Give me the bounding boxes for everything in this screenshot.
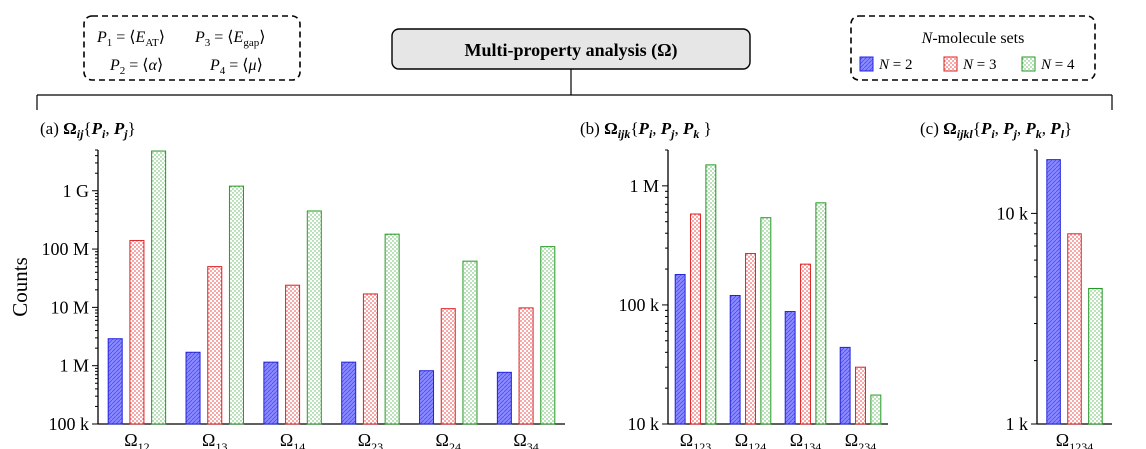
legend-swatch-n4 xyxy=(1021,56,1036,72)
bar-a-n4 xyxy=(306,210,322,425)
panel-a-category-label: Ω14 xyxy=(280,430,305,449)
bar-a-n2 xyxy=(107,338,123,425)
legend-label-n4: N = 4 xyxy=(1040,57,1075,73)
bar-b-n4 xyxy=(760,217,772,425)
panel-b-category-label: Ω234 xyxy=(845,430,876,449)
panel-c-tick-label: 1 k xyxy=(1006,414,1029,434)
bar-b-n4 xyxy=(705,164,717,425)
bar-c-n3 xyxy=(1067,233,1082,425)
panel-b-tick-label: 10 k xyxy=(628,414,660,434)
bar-a-n4 xyxy=(384,233,400,425)
panel-b-plot: 10 k 100 k 1 M Ω123 Ω124 Ω134 Ω234 xyxy=(619,149,888,449)
panel-b-title: (b) Ωijk{Pi, Pj, Pk } xyxy=(580,119,712,141)
title-box: Multi-property analysis (Ω) xyxy=(391,28,751,70)
panel-b-category-label: Ω123 xyxy=(680,430,711,449)
bar-b-n4 xyxy=(870,394,882,425)
legend-item-n2: N = 2 xyxy=(859,56,912,73)
y-axis-label: Counts xyxy=(8,257,32,317)
legend-label-n2: N = 2 xyxy=(878,57,912,73)
legend-swatch-n2 xyxy=(859,56,874,72)
panel-c-tick-label: 10 k xyxy=(997,203,1029,223)
panel-c-category-label: Ω1234 xyxy=(1056,430,1093,449)
bar-b-n2 xyxy=(839,346,851,425)
panel-a-category-label: Ω24 xyxy=(436,430,461,449)
definition-p1: P1 = ⟨EAT⟩ xyxy=(96,29,165,49)
panel-c-plot: 1 k 10 k Ω1234 xyxy=(997,149,1112,449)
definitions-box: P1 = ⟨EAT⟩ P3 = ⟨Egap⟩ P2 = ⟨α⟩ P4 = ⟨μ⟩ xyxy=(83,15,301,81)
panel-c-title: (c) Ωijkl{Pi, Pj, Pk, Pl} xyxy=(920,119,1072,141)
panel-a-category-label: Ω12 xyxy=(124,430,149,449)
legend-label-n3: N = 3 xyxy=(962,57,996,73)
bar-b-n2 xyxy=(784,311,796,425)
bar-b-n2 xyxy=(674,274,686,425)
bar-b-n3 xyxy=(800,263,811,425)
panel-b-tick-label: 1 M xyxy=(629,176,659,196)
legend-title: N-molecule sets xyxy=(921,30,1025,47)
bar-a-n2 xyxy=(185,351,201,425)
definition-p2: P2 = ⟨α⟩ xyxy=(109,57,163,77)
panel-a-category-label: Ω34 xyxy=(513,430,538,449)
panel-a-category-label: Ω13 xyxy=(202,430,227,449)
bar-c-n4 xyxy=(1088,287,1103,425)
panel-a-tick-label: 1 M xyxy=(59,356,89,376)
connector-bracket xyxy=(36,69,1113,110)
bar-b-n3 xyxy=(745,253,756,425)
panel-a-tick-label: 10 M xyxy=(50,297,89,317)
definition-p3: P3 = ⟨Egap⟩ xyxy=(194,29,265,49)
bar-a-n3 xyxy=(362,293,378,425)
legend-item-n4: N = 4 xyxy=(1021,56,1075,73)
panel-b-category-label: Ω124 xyxy=(735,430,766,449)
panel-b-category-label: Ω134 xyxy=(790,430,821,449)
bar-a-n4 xyxy=(151,150,167,425)
panel-a-tick-label: 100 M xyxy=(41,239,89,259)
panel-a-title: (a) Ωij{Pi, Pj} xyxy=(40,119,136,141)
panel-b-tick-label: 100 k xyxy=(619,295,660,315)
bar-a-n2 xyxy=(496,371,512,425)
bar-a-n4 xyxy=(462,260,478,425)
chart-title: Multi-property analysis (Ω) xyxy=(464,40,677,61)
panel-a-tick-label: 1 G xyxy=(63,181,90,201)
legend: N-molecule sets N = 2 N = 3 N = 4 xyxy=(850,15,1096,81)
bar-a-n4 xyxy=(228,185,244,425)
bar-a-n2 xyxy=(419,370,435,425)
bar-a-n3 xyxy=(207,266,223,425)
bar-a-n4 xyxy=(540,246,556,425)
legend-swatch-n3 xyxy=(943,56,958,72)
bar-a-n3 xyxy=(518,307,534,425)
bar-b-n4 xyxy=(815,202,827,425)
bar-c-n2 xyxy=(1046,159,1061,425)
bar-b-n2 xyxy=(729,294,741,425)
bar-a-n3 xyxy=(440,308,456,425)
bar-a-n2 xyxy=(341,361,357,425)
bar-a-n3 xyxy=(129,240,145,425)
bar-a-n2 xyxy=(263,361,279,425)
legend-item-n3: N = 3 xyxy=(943,56,996,73)
bar-b-n3 xyxy=(690,213,701,425)
panel-a-tick-label: 100 k xyxy=(49,414,90,434)
panel-a-plot: 100 k 1 M 10 M 100 M 1 G Ω12 Ω13 Ω14 Ω23 Ω24 Ω34 xyxy=(41,149,565,449)
bar-b-n3 xyxy=(855,366,866,425)
bar-a-n3 xyxy=(285,284,301,425)
definition-p4: P4 = ⟨μ⟩ xyxy=(209,57,263,77)
panel-a-category-label: Ω23 xyxy=(358,430,383,449)
